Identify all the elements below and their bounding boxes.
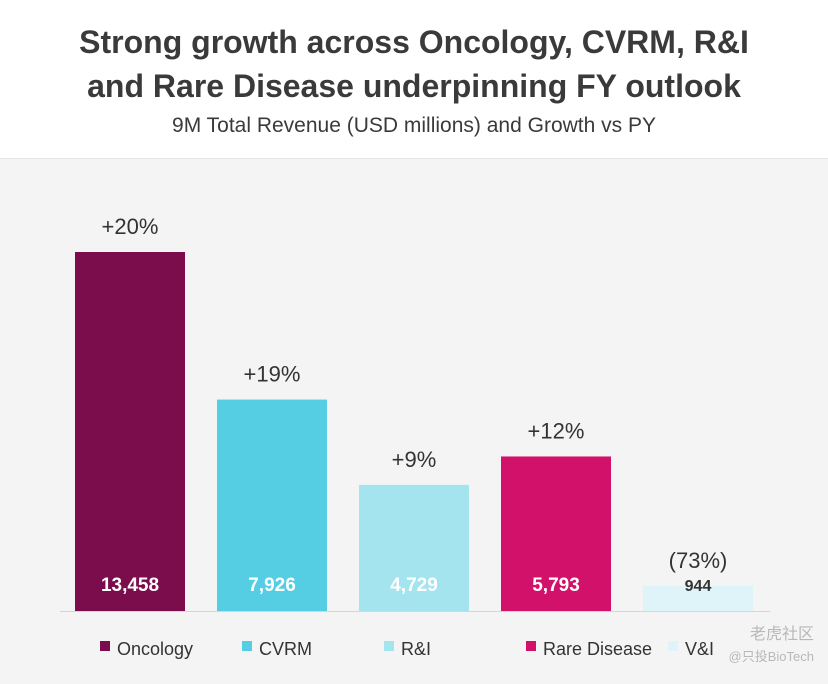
legend-swatch-vandi xyxy=(668,641,678,651)
value-label-oncology: 13,458 xyxy=(101,575,159,596)
growth-label-vandi: (73%) xyxy=(669,548,728,573)
legend-swatch-randi xyxy=(384,641,394,651)
chart-header: Strong growth across Oncology, CVRM, R&I… xyxy=(0,0,828,159)
value-label-randi: 4,729 xyxy=(390,575,438,596)
value-label-rare-disease: 5,793 xyxy=(532,575,580,596)
legend-swatch-oncology xyxy=(100,641,110,651)
legend-label-rare-disease: Rare Disease xyxy=(543,639,652,659)
chart-title-line2: and Rare Disease underpinning FY outlook xyxy=(87,68,741,104)
bar-randi xyxy=(359,484,469,611)
bar-rare-disease xyxy=(501,456,611,611)
watermark: 老虎社区 @只投BioTech xyxy=(729,624,814,668)
legend-label-vandi: V&I xyxy=(685,639,714,659)
growth-label-randi: +9% xyxy=(392,447,437,472)
growth-label-oncology: +20% xyxy=(102,214,159,239)
legend-swatch-cvrm xyxy=(242,641,252,651)
chart-subtitle: 9M Total Revenue (USD millions) and Grow… xyxy=(172,114,656,137)
watermark-line1: 老虎社区 xyxy=(749,626,814,643)
legend-swatch-rare-disease xyxy=(526,641,536,651)
legend-label-oncology: Oncology xyxy=(117,639,193,659)
legend-label-randi: R&I xyxy=(401,639,431,659)
legend-label-cvrm: CVRM xyxy=(259,639,312,659)
chart-title-line1: Strong growth across Oncology, CVRM, R&I xyxy=(79,24,749,60)
value-label-cvrm: 7,926 xyxy=(248,575,296,596)
growth-label-cvrm: +19% xyxy=(244,362,301,387)
growth-label-rare-disease: +12% xyxy=(528,418,585,443)
watermark-line2: @只投BioTech xyxy=(728,649,814,664)
bar-vandi xyxy=(643,585,753,611)
value-label-vandi: 944 xyxy=(685,578,712,595)
bar-cvrm xyxy=(217,399,327,611)
bar-oncology xyxy=(75,252,185,611)
